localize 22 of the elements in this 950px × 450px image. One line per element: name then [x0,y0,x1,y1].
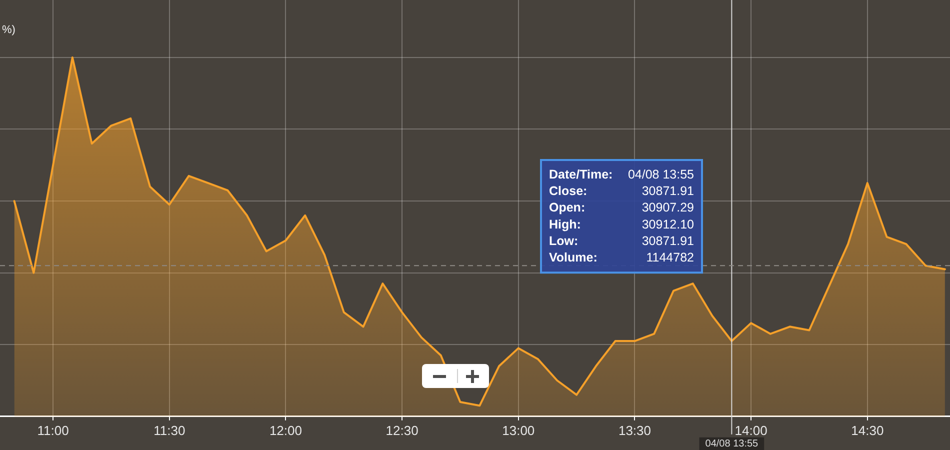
x-tick-label: 12:00 [269,422,302,438]
annotation: 30907.29 [642,200,694,215]
annotation: 1144782 [646,250,694,264]
x-tick-label: 14:00 [734,422,768,438]
text: %) [2,24,16,36]
annotation: 04/08 13:55 [705,438,759,450]
x-tick-label: 11:00 [37,422,69,438]
annotation: 30871.91 [642,234,694,248]
annotation: Volume: [549,250,598,264]
annotation: Open: [549,200,586,215]
annotation: Date/Time: [549,167,613,182]
annotation: 04/08 13:55 [628,167,694,182]
annotation: 30871.91 [642,184,694,198]
annotation: Low: [549,234,578,248]
annotation: 30912.10 [642,217,694,232]
x-tick-label: 13:00 [502,422,535,438]
x-tick-label: 13:30 [618,422,652,438]
annotation: High: [549,217,581,232]
x-tick-label: 11:30 [154,422,186,438]
x-tick-label: 12:30 [386,422,418,438]
x-tick-label: 14:30 [851,422,884,438]
annotation: Close: [549,184,588,198]
